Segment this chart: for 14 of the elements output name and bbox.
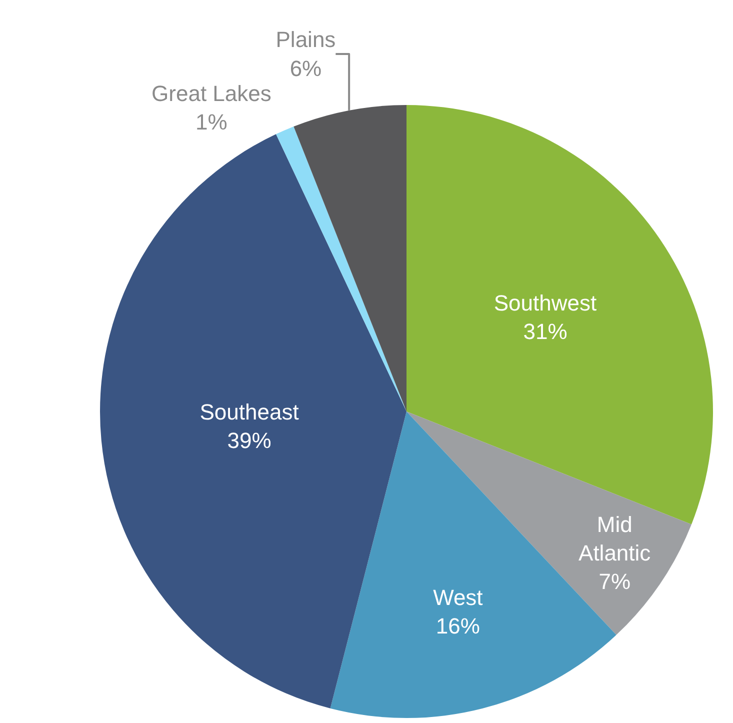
data-label: 16% [436,614,480,639]
pie-slice [100,134,406,708]
data-label: 1% [196,109,228,134]
slice-label: Southwest [494,290,597,316]
data-label: 6% [290,56,322,81]
data-label: 7% [598,569,630,594]
slice-label: Great Lakes [152,80,272,106]
slice-label: West [433,585,483,610]
slice-label: Plains [276,27,336,52]
slice-label: Mid Atlantic [578,512,651,566]
data-label: 31% [523,319,568,344]
pie-slice [406,412,692,635]
slice-label: Southeast [200,400,299,425]
data-label: 39% [227,428,272,454]
